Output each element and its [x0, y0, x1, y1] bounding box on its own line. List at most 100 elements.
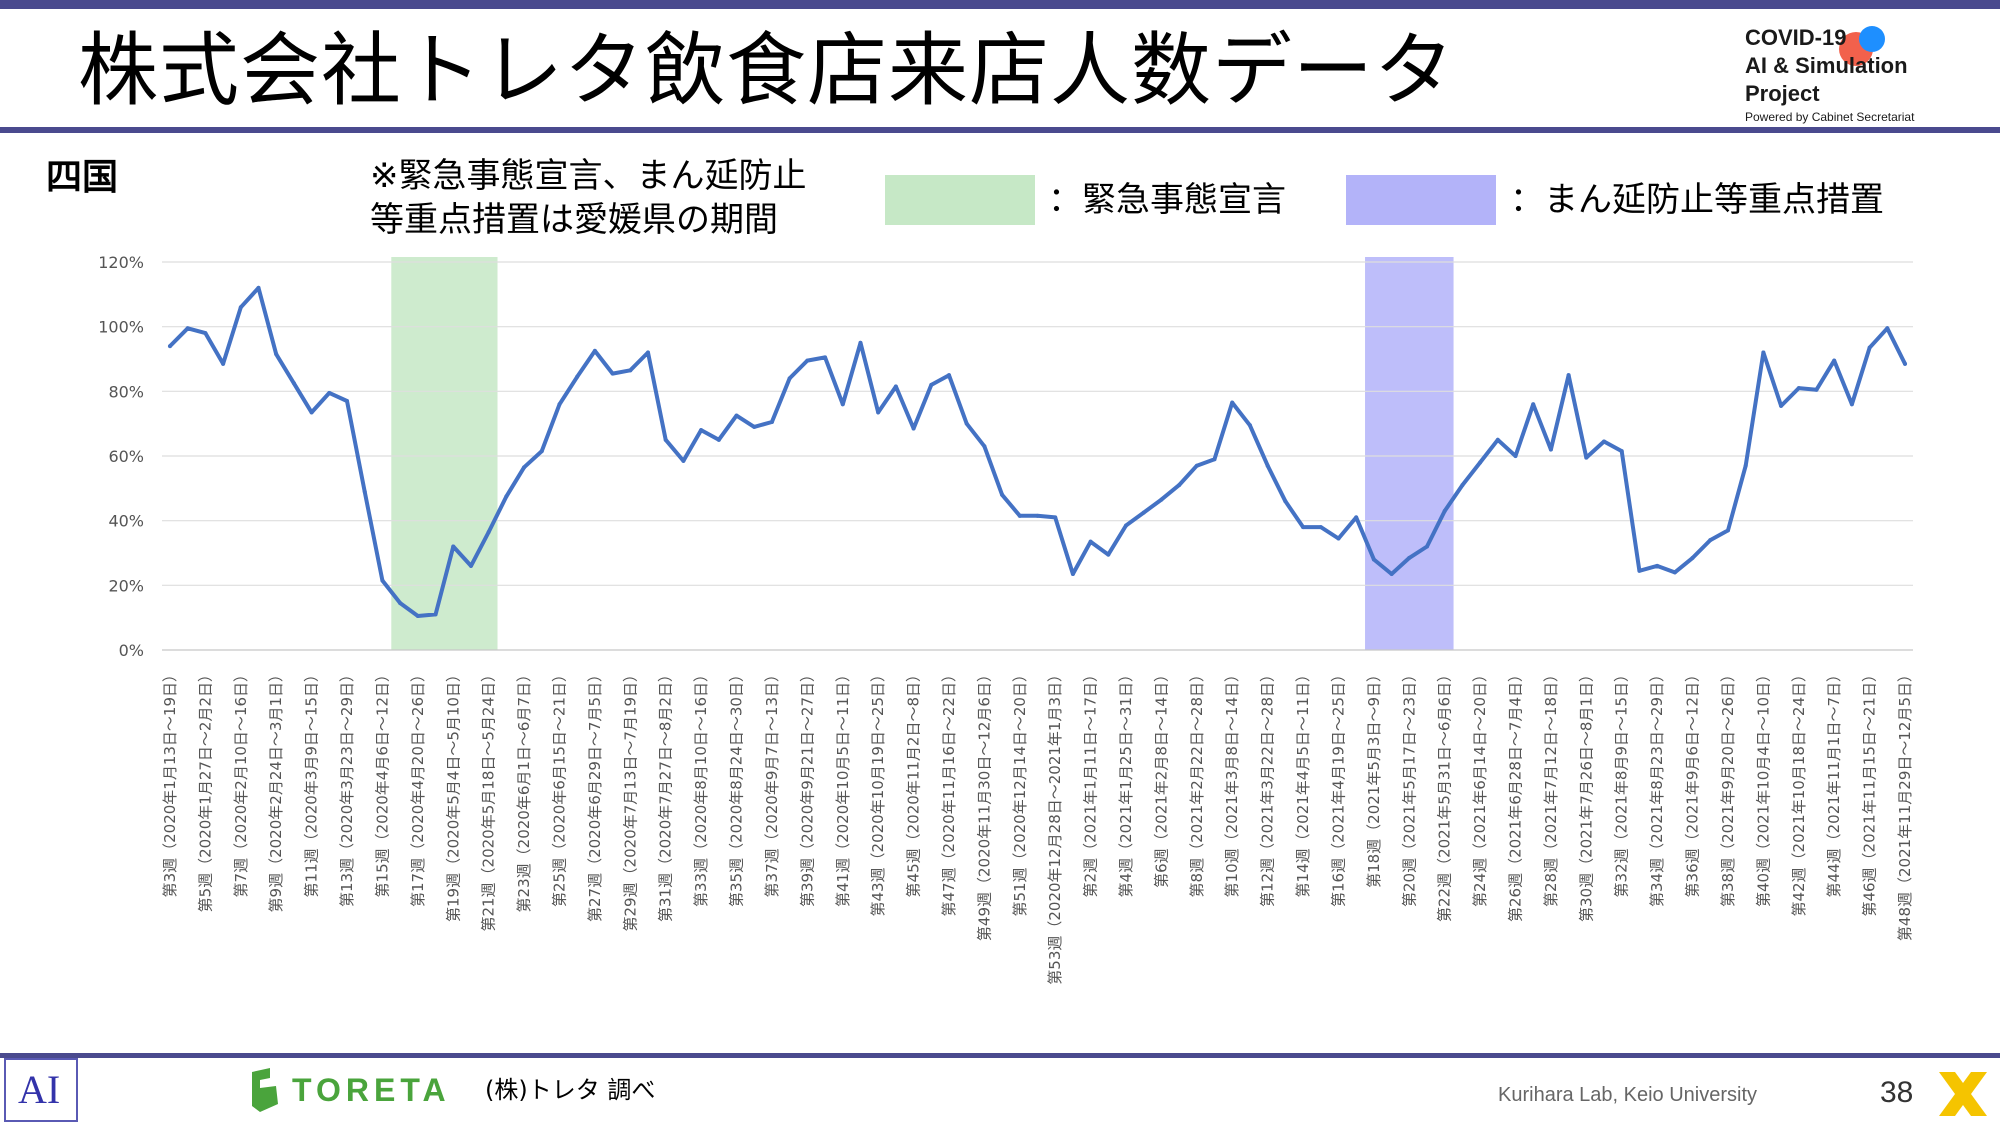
data-point: [1141, 510, 1146, 515]
data-point: [840, 402, 845, 407]
data-point: [1548, 447, 1553, 452]
data-point: [504, 494, 509, 499]
data-point: [1495, 437, 1500, 442]
data-point: [1867, 345, 1872, 350]
data-point: [982, 444, 987, 449]
x-tick-label: 第5週（2020年1月27日～2月2日）: [196, 667, 214, 912]
x-tick-label: 第45週（2020年11月2日～8日）: [905, 667, 923, 897]
data-point: [964, 421, 969, 426]
data-point: [1070, 572, 1075, 577]
data-point: [1177, 483, 1182, 488]
covid-ai-project-logo: COVID-19 AI & Simulation Project Powered…: [1745, 24, 1985, 124]
y-tick-label: 100%: [98, 318, 144, 337]
data-point: [203, 331, 208, 336]
y-tick-label: 20%: [108, 576, 144, 595]
data-point: [1389, 572, 1394, 577]
data-point: [1407, 555, 1412, 560]
data-point: [1265, 463, 1270, 468]
x-tick-label: 第30週（2021年7月26日～8月1日）: [1577, 667, 1595, 922]
x-tick-label: 第37週（2020年9月7日～13日）: [763, 667, 781, 897]
data-point: [1903, 361, 1907, 366]
x-tick-label: 第3週（2020年1月13日～19日）: [161, 667, 179, 897]
data-point: [1708, 538, 1713, 543]
data-point: [1566, 373, 1571, 378]
period-note-line-1: ※緊急事態宣言、まん延防止: [370, 156, 807, 196]
data-point: [486, 529, 491, 534]
x-tick-label: 第2週（2021年1月11日～17日）: [1082, 667, 1100, 897]
x-tick-label: 第12週（2021年3月22日～28日）: [1259, 667, 1277, 907]
data-point: [610, 371, 615, 376]
page-title: 株式会社トレタ飲食店来店人数データ: [78, 24, 1455, 117]
data-point: [1619, 449, 1624, 454]
data-point: [221, 361, 226, 366]
ai-lab-logo: AI: [4, 1058, 78, 1122]
x-tick-label: 第36週（2021年9月6日～12日）: [1684, 667, 1702, 897]
data-point: [893, 384, 898, 389]
data-point: [1460, 483, 1465, 488]
data-point: [291, 381, 296, 386]
data-point: [468, 563, 473, 568]
data-point: [592, 348, 597, 353]
data-point: [805, 358, 810, 363]
data-point: [1602, 439, 1607, 444]
data-point: [787, 376, 792, 381]
data-point: [1336, 536, 1341, 541]
x-tick-label: 第7週（2020年2月10日～16日）: [232, 667, 250, 897]
x-tick-label: 第47週（2020年11月16日～22日）: [940, 667, 958, 917]
data-point: [1672, 570, 1677, 575]
data-point: [681, 458, 686, 463]
data-point: [876, 410, 881, 415]
x-tick-label: 第4週（2021年1月25日～31日）: [1117, 667, 1135, 897]
x-tick-label: 第14週（2021年4月5日～11日）: [1294, 667, 1312, 897]
data-point: [1283, 499, 1288, 504]
data-point: [398, 601, 403, 606]
y-tick-label: 60%: [108, 447, 144, 466]
data-point: [1159, 497, 1164, 502]
x-tick-label: 第39週（2020年9月21日～27日）: [798, 667, 816, 907]
data-point: [1424, 544, 1429, 549]
x-tick-label: 第6週（2021年2月8日～14日）: [1152, 667, 1170, 888]
x-tick-label: 第42週（2021年10月18日～24日）: [1790, 667, 1808, 917]
data-point: [1442, 508, 1447, 513]
ai-lab-logo-text: AI: [18, 1067, 61, 1112]
logo-line-1: COVID-19: [1745, 25, 1847, 50]
data-point: [185, 326, 190, 331]
x-tick-label: 第35週（2020年8月24日～30日）: [728, 667, 746, 907]
x-tick-label: 第33週（2020年8月10日～16日）: [692, 667, 710, 907]
data-point: [362, 489, 367, 494]
y-tick-label: 0%: [119, 641, 144, 660]
x-tick-label: 第44週（2021年11月1日～7日）: [1825, 667, 1843, 897]
x-tick-label: 第22週（2021年5月31日～6月6日）: [1436, 667, 1454, 922]
data-point: [1690, 555, 1695, 560]
data-point: [168, 344, 172, 349]
data-point: [1885, 326, 1890, 331]
y-tick-label: 80%: [108, 382, 144, 401]
x-tick-label: 第49週（2020年11月30日～12月6日）: [975, 667, 993, 941]
data-source: (株)トレタ 調べ: [485, 1076, 656, 1104]
x-tick-label: 第27週（2020年6月29日～7月5日）: [586, 667, 604, 922]
data-point: [1584, 455, 1589, 460]
x-tick-label: 第46週（2021年11月15日～21日）: [1861, 667, 1879, 917]
y-tick-label: 40%: [108, 512, 144, 531]
data-point: [1761, 350, 1766, 355]
x-tick-label: 第17週（2020年4月20日～26日）: [409, 667, 427, 907]
data-point: [1000, 492, 1005, 497]
data-point: [699, 428, 704, 433]
data-point: [1478, 460, 1483, 465]
data-point: [1779, 403, 1784, 408]
legend-emergency-swatch: [885, 175, 1035, 225]
data-point: [1053, 515, 1058, 520]
data-point: [1106, 552, 1111, 557]
data-point: [309, 410, 314, 415]
x-tick-label: 第28週（2021年7月12日～18日）: [1542, 667, 1560, 907]
period-note-line-2: 等重点措置は愛媛県の期間: [370, 200, 778, 240]
x-tick-label: 第32週（2021年8月9日～15日）: [1613, 667, 1631, 897]
data-point: [1212, 457, 1217, 462]
x-tick-label: 第40週（2021年10月4日～10日）: [1754, 667, 1772, 907]
data-point: [1637, 568, 1642, 573]
page-number: 38: [1880, 1076, 1914, 1109]
x-tick-label: 第9週（2020年2月24日～3月1日）: [267, 667, 285, 912]
data-point: [663, 437, 668, 442]
data-point: [1832, 358, 1837, 363]
data-point: [1194, 463, 1199, 468]
